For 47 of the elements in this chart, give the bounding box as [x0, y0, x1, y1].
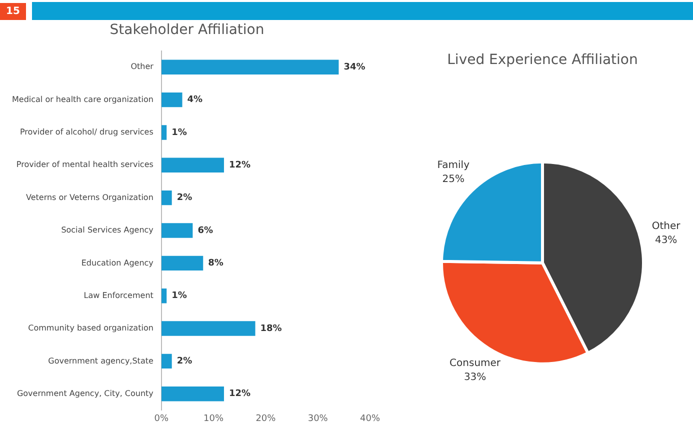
chart-title: Stakeholder Affiliation — [110, 22, 264, 38]
data-label: 34% — [344, 62, 366, 72]
data-label: 1% — [172, 291, 187, 302]
data-label: 6% — [198, 226, 213, 236]
bar — [161, 125, 167, 140]
bar — [161, 321, 256, 336]
bar — [161, 92, 182, 108]
bar — [161, 223, 193, 238]
x-tick-label: 40% — [360, 414, 380, 424]
x-tick-label: 20% — [256, 414, 276, 424]
x-tick-label: 10% — [204, 414, 224, 424]
data-label: 2% — [176, 193, 192, 204]
data-label: 1% — [172, 128, 187, 138]
slice-label: Other — [652, 221, 682, 232]
data-label: 4% — [187, 95, 203, 106]
y-tick-label: Veterns or Veterns Organization — [26, 192, 154, 202]
y-tick-label: Provider of alcohol/ drug services — [20, 128, 154, 137]
bar — [161, 354, 172, 369]
x-tick-label: 30% — [308, 414, 328, 424]
bar — [161, 386, 224, 402]
y-tick-label: Education Agency — [81, 258, 154, 268]
data-label: 43% — [654, 235, 678, 246]
data-label: 12% — [228, 160, 251, 170]
slice-label: Family — [437, 160, 470, 171]
data-label: 2% — [176, 356, 192, 367]
text: 15 — [0, 2, 26, 20]
y-tick-label: Other — [130, 62, 154, 72]
y-tick-label: Provider of mental health services — [16, 160, 154, 170]
y-tick-label: Medical or health care organization — [12, 94, 154, 104]
y-tick-label: Community based organization — [28, 324, 154, 333]
y-tick-label: Law Enforcement — [84, 290, 154, 300]
data-label: 33% — [464, 372, 486, 384]
slice-label: Consumer — [450, 358, 502, 370]
x-tick-label: 0% — [154, 414, 169, 424]
data-label: 25% — [442, 174, 465, 185]
bar — [161, 158, 224, 173]
y-tick-label: Government agency,State — [48, 356, 154, 366]
chart-title: Lived Experience Affiliation — [447, 52, 638, 68]
data-label: 8% — [208, 258, 224, 269]
bar — [161, 190, 172, 206]
data-label: 12% — [228, 389, 251, 400]
y-tick-label: Government Agency, City, County — [16, 388, 154, 398]
bar — [161, 288, 167, 304]
y-tick-label: Social Services Agency — [61, 226, 154, 235]
bar — [161, 256, 204, 271]
bar — [161, 60, 339, 74]
data-label: 18% — [260, 324, 282, 334]
